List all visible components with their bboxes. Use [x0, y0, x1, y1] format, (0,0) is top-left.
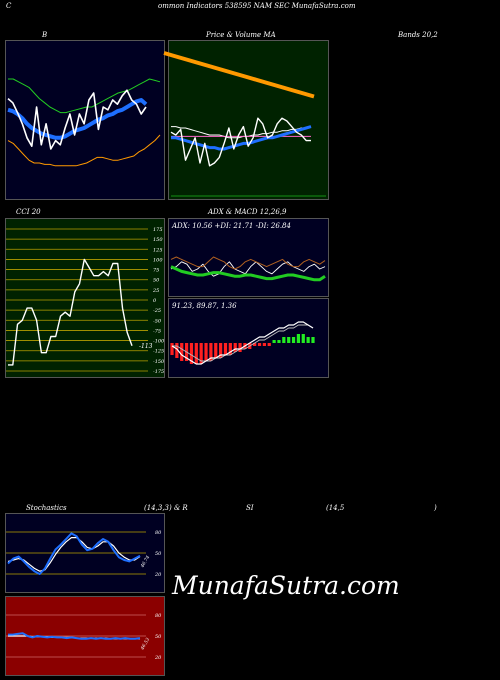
histogram-bar [277, 340, 281, 343]
histogram-bar [223, 343, 228, 355]
price-ma-chart [163, 41, 328, 199]
macd-readout: 91.23, 89.87, 1.36 [172, 302, 237, 310]
histogram-bar [170, 343, 174, 355]
bollinger-chart [6, 41, 164, 199]
histogram-bar [219, 343, 223, 358]
histogram-bar [189, 343, 194, 364]
label-b: B [42, 31, 48, 39]
upper-band-line [8, 78, 161, 114]
histogram-bar [253, 343, 257, 346]
price-line [170, 117, 311, 167]
tick-label: -175 [153, 369, 164, 375]
plus-di-line [170, 261, 326, 277]
macd-panel: 91.23, 89.87, 1.36 [168, 298, 329, 378]
watermark: MunafaSutra.com [172, 571, 400, 600]
histogram-bar [180, 343, 184, 361]
histogram-bar [301, 334, 305, 343]
middle-band-line [7, 98, 148, 140]
histogram-bar [204, 343, 208, 361]
label-stoch-e: ) [434, 504, 437, 512]
histogram-bar [291, 337, 296, 343]
tick-label: 20 [154, 572, 162, 578]
cci-chart: 175 150 125 100 75 50 25 0 -25 -50 -75 -100 -125 -150… [6, 219, 165, 377]
tick-label: -100 [153, 339, 165, 345]
histogram-bar [209, 343, 213, 361]
tick-label: 80 [155, 613, 162, 619]
tick-label: 0 [153, 298, 157, 304]
label-stoch-d: (14,5 [326, 504, 345, 512]
lower-band-line [7, 134, 161, 167]
cci-line [8, 258, 133, 366]
histogram-bar [267, 343, 271, 346]
panel-background [169, 219, 328, 296]
histogram-bar [175, 343, 179, 358]
tick-label: 125 [153, 247, 163, 253]
tick-label: -50 [153, 318, 162, 324]
label-price-ma: Price & Volume MA [206, 31, 276, 39]
tick-label: -150 [153, 359, 165, 365]
ma-white-line [171, 126, 312, 139]
histogram-bar [233, 343, 237, 352]
tick-label: 100 [153, 257, 163, 263]
signal-line [7, 537, 141, 572]
histogram-bar [287, 337, 291, 343]
histogram-bar [194, 343, 198, 364]
histogram-bar [282, 337, 286, 343]
histogram-bar [238, 343, 242, 352]
ma-blue-line [171, 125, 312, 151]
histogram-bar [214, 343, 218, 358]
stochastics-panel: 80 50 20 46.74 [5, 513, 165, 593]
main-line [8, 632, 141, 640]
header-c: C [6, 2, 12, 10]
tick-label: -125 [153, 349, 164, 355]
histogram-bar [272, 340, 276, 343]
header-title: ommon Indicators 538595 NAM SEC MunafaSu… [158, 2, 356, 10]
tick-label: 50 [153, 278, 160, 284]
adx-panel: ADX: 10.56 +DI: 21.71 -DI: 26.84 [168, 218, 329, 297]
tick-label: -75 [153, 328, 161, 334]
panel-background [6, 219, 164, 377]
tick-label: -25 [153, 308, 161, 314]
volume-ma-line [163, 51, 315, 99]
macd-line [171, 321, 314, 365]
histogram-bar [296, 334, 301, 343]
tick-label: 20 [154, 655, 162, 661]
rsi-panel: 80 50 20 46.53 [5, 596, 165, 676]
adx-chart [169, 219, 328, 296]
label-stoch-b: (14,3,3) & R [144, 504, 188, 512]
macd-chart [169, 299, 328, 377]
label-adx-macd: ADX & MACD 12,26,9 [208, 208, 287, 216]
histogram-bar [257, 343, 262, 346]
label-stoch-c: SI [246, 504, 254, 512]
histogram-bar [199, 343, 203, 364]
adx-line [170, 265, 326, 282]
bollinger-panel [5, 40, 165, 200]
tick-label: 50 [155, 634, 162, 640]
signal-line [172, 324, 314, 362]
main-line [7, 532, 141, 575]
cci-panel: 175 150 125 100 75 50 25 0 -25 -50 -75 -100 -125 -150… [5, 218, 165, 378]
label-stoch-a: Stochastics [26, 504, 67, 512]
histogram-bar [262, 343, 266, 346]
histogram-bar [228, 343, 232, 355]
tick-label: 150 [153, 237, 163, 243]
tick-label: 75 [153, 268, 159, 274]
panel-background [169, 41, 328, 199]
price-ma-panel [163, 40, 329, 200]
adx-readout: ADX: 10.56 +DI: 21.71 -DI: 26.84 [172, 222, 291, 230]
histogram-bar [306, 337, 310, 343]
tick-label: 80 [155, 530, 162, 536]
minus-di-line [170, 256, 326, 270]
tick-label: 50 [155, 551, 162, 557]
histogram-bar [311, 337, 315, 343]
tick-label: 25 [152, 288, 159, 294]
tick-label: 175 [153, 227, 163, 233]
price-line [7, 89, 147, 150]
label-bands: Bands 20,2 [398, 31, 438, 39]
cci-last-label: -113 [139, 343, 153, 350]
label-cci: CCI 20 [16, 208, 41, 216]
